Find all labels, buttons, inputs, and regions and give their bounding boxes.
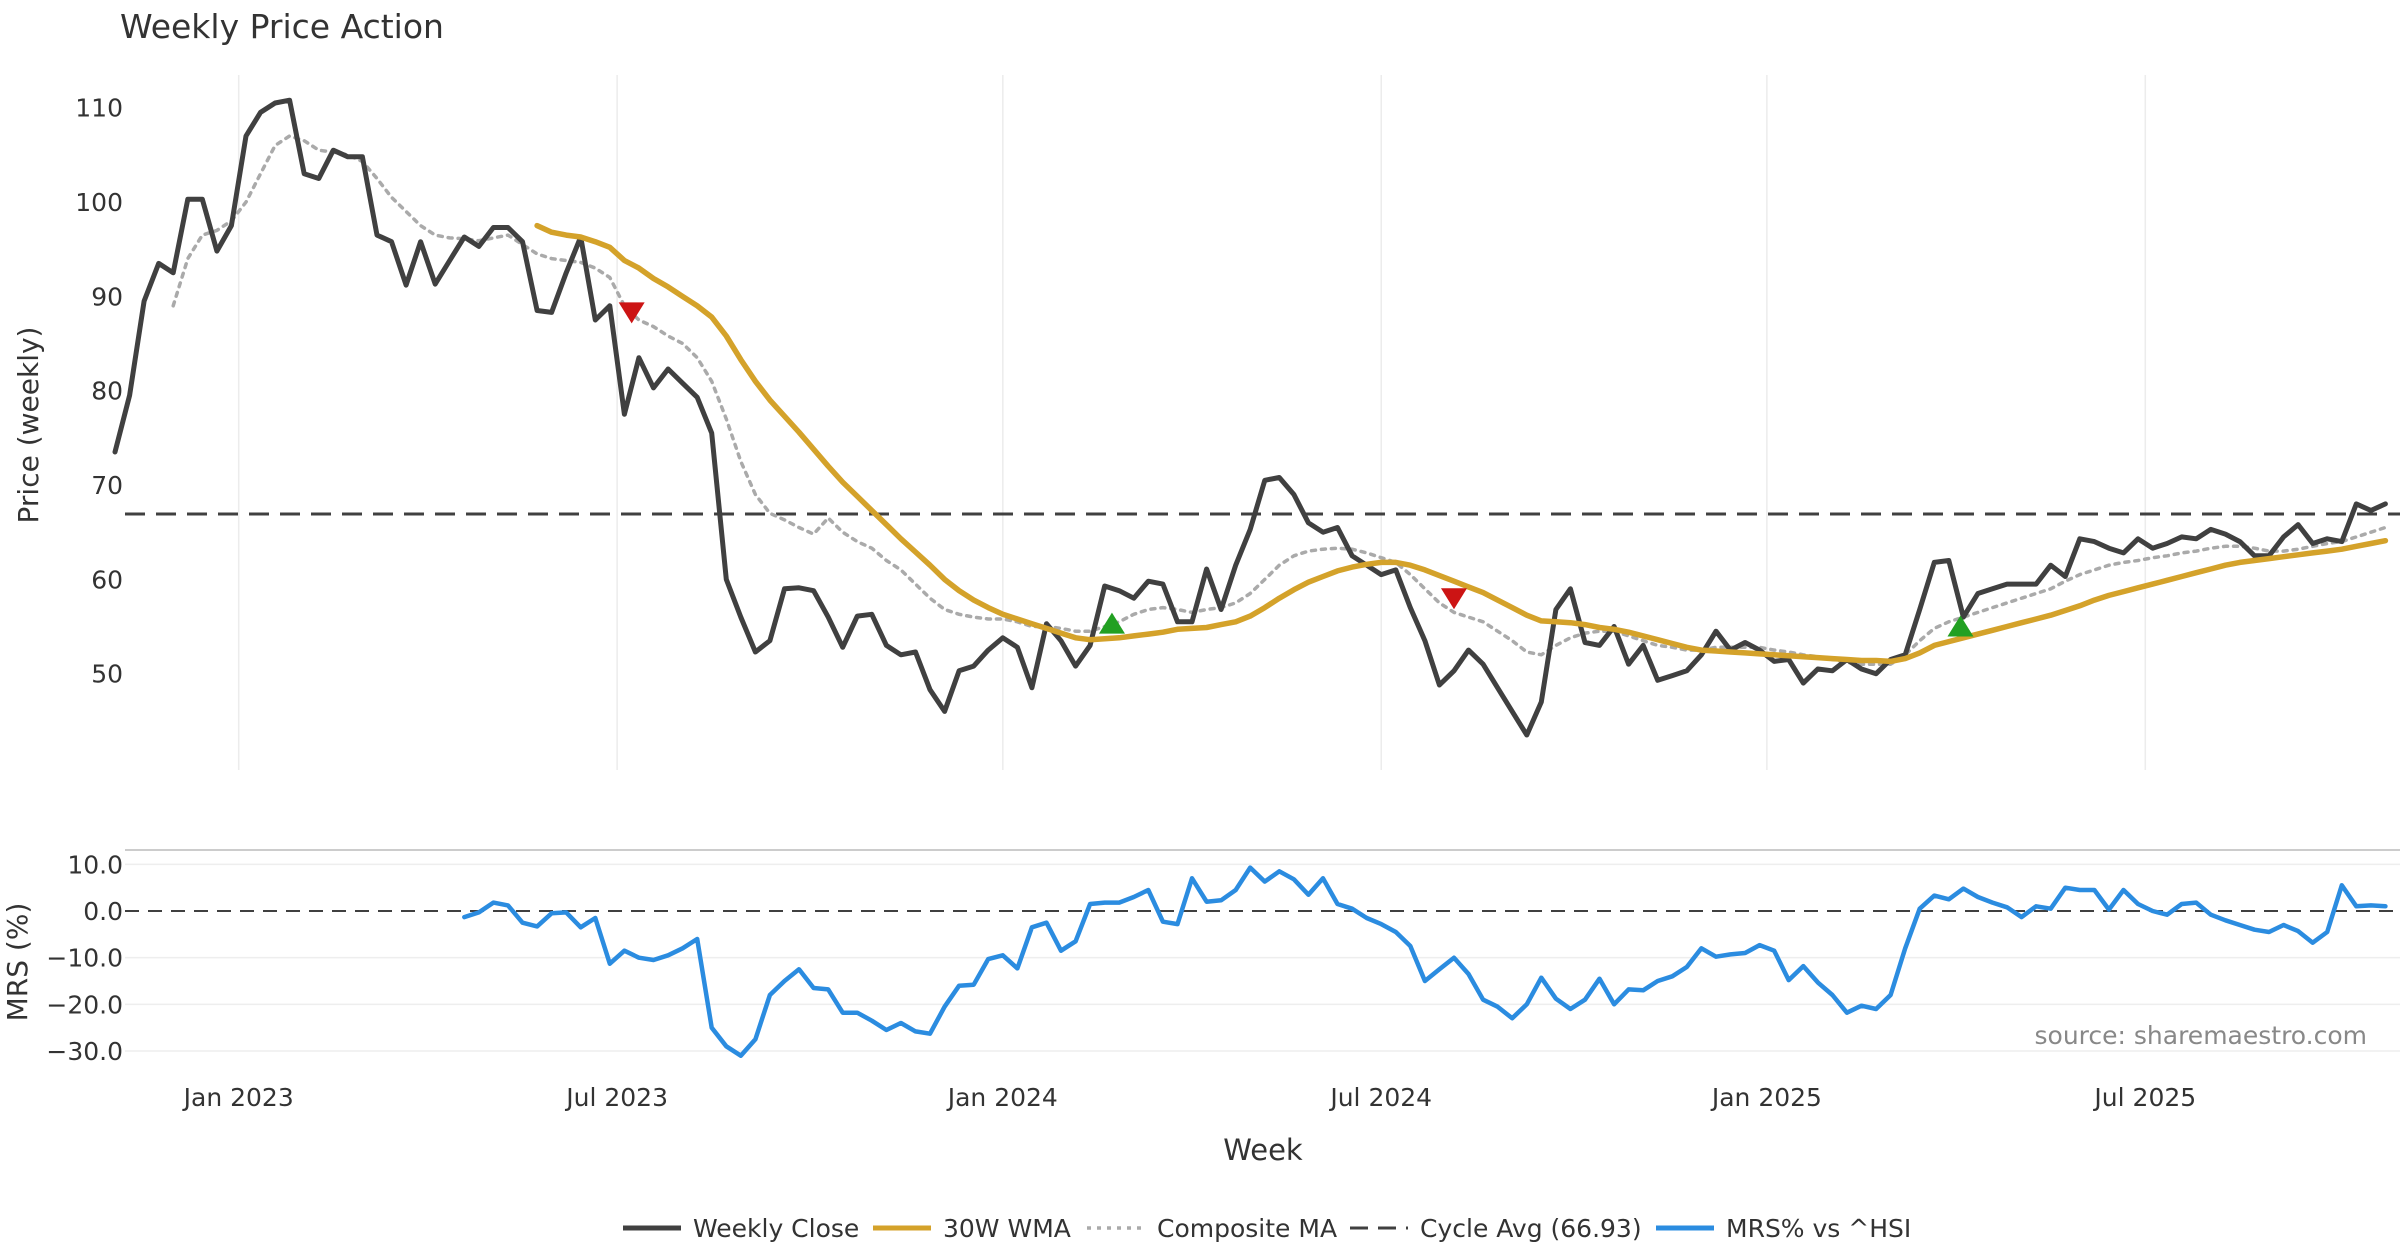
price-y-tick-label: 70	[91, 471, 123, 500]
price-y-ticks: 50 60 70 80 90 100 110	[75, 94, 123, 689]
source-watermark: source: sharemaestro.com	[2035, 1021, 2368, 1050]
x-tick-label: Jul 2025	[2092, 1083, 2196, 1112]
mrs-y-tick-label: −30.0	[46, 1037, 123, 1066]
legend-item: Cycle Avg (66.93)	[1350, 1214, 1642, 1243]
price-y-tick-label: 80	[91, 377, 123, 406]
price-y-tick-label: 50	[91, 660, 123, 689]
price-panel: Weekly Price Action Price (weekly) 50 60 7…	[12, 7, 2400, 770]
wma-30w-line	[534, 222, 2389, 665]
buy-signal-marker	[1947, 615, 1974, 637]
sell-signal-marker	[618, 302, 645, 324]
legend-item: Weekly Close	[623, 1214, 859, 1243]
legend-label: Composite MA	[1157, 1214, 1337, 1243]
legend-label: MRS% vs ^HSI	[1726, 1214, 1911, 1243]
x-axis-ticks: Jan 2023 Jul 2023 Jan 2024 Jul 2024 Jan 2025…	[182, 1083, 2197, 1112]
chart-title: Weekly Price Action	[120, 7, 444, 46]
legend-item: Composite MA	[1087, 1214, 1337, 1243]
weekly-close-line	[112, 97, 2388, 738]
mrs-horizontal-gridlines	[125, 863, 2400, 1052]
x-tick-label: Jan 2023	[182, 1083, 294, 1112]
mrs-series-group	[462, 865, 2388, 1058]
mrs-axis-label: MRS (%)	[1, 903, 34, 1022]
mrs-y-tick-label: 0.0	[83, 897, 123, 926]
x-axis-label: Week	[1223, 1133, 1303, 1167]
x-tick-label: Jan 2024	[946, 1083, 1058, 1112]
legend-label: Weekly Close	[693, 1214, 859, 1243]
signal-markers	[618, 302, 1974, 637]
price-series-group	[112, 97, 2389, 738]
buy-signal-marker	[1098, 612, 1125, 634]
legend-item: 30W WMA	[873, 1214, 1071, 1243]
x-tick-label: Jul 2023	[564, 1083, 668, 1112]
mrs-y-ticks: 10.0 0.0 −10.0 −20.0 −30.0	[46, 850, 123, 1066]
legend-item: MRS% vs ^HSI	[1656, 1214, 1911, 1243]
mrs-line	[462, 865, 2388, 1058]
legend: Weekly Close 30W WMA Composite MA Cycle Avg…	[623, 1214, 1911, 1243]
price-axis-label: Price (weekly)	[12, 327, 45, 524]
price-y-tick-label: 100	[75, 188, 123, 217]
price-y-tick-label: 110	[75, 94, 123, 123]
price-vertical-gridlines	[237, 75, 2147, 770]
mrs-y-tick-label: −20.0	[46, 990, 123, 1019]
x-tick-label: Jan 2025	[1710, 1083, 1822, 1112]
composite-ma-line	[171, 134, 2388, 666]
price-y-tick-label: 90	[91, 282, 123, 311]
price-y-tick-label: 60	[91, 565, 123, 594]
legend-label: 30W WMA	[943, 1214, 1071, 1243]
mrs-y-tick-label: −10.0	[46, 944, 123, 973]
x-tick-label: Jul 2024	[1328, 1083, 1432, 1112]
mrs-y-tick-label: 10.0	[67, 850, 123, 879]
mrs-panel: MRS (%) 10.0 0.0 −10.0 −20.0 −30.0 source: s…	[1, 849, 2400, 1066]
legend-label: Cycle Avg (66.93)	[1420, 1214, 1642, 1243]
sell-signal-marker	[1440, 588, 1467, 610]
